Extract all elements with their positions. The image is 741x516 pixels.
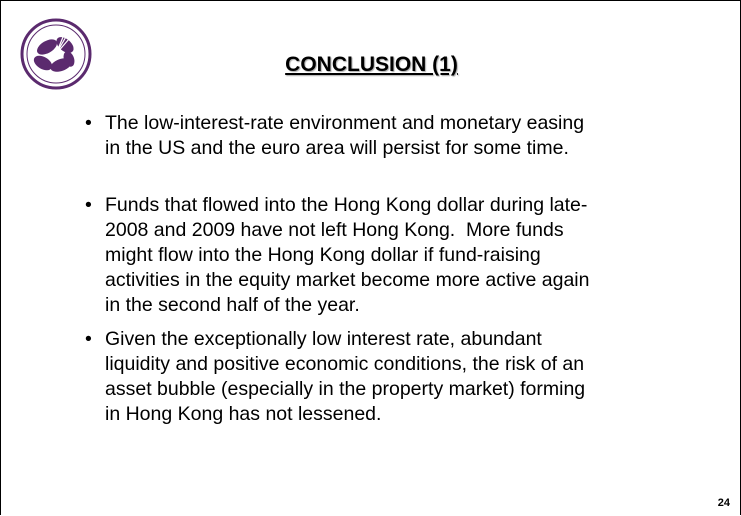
bullet-line: liquidity and positive economic conditio… bbox=[105, 353, 585, 375]
bullet-dot: • bbox=[85, 194, 92, 216]
bullet-line: in the second half of the year. bbox=[105, 294, 360, 316]
bullet-line: asset bubble (especially in the property… bbox=[105, 378, 586, 400]
bullet-line: in Hong Kong has not lessened. bbox=[105, 403, 382, 425]
bullet-line: in the US and the euro area will persist… bbox=[105, 137, 569, 159]
bullet-line: activities in the equity market become m… bbox=[105, 269, 590, 291]
logo bbox=[20, 18, 92, 90]
bullet: • The low-interest-rate environment and m… bbox=[85, 111, 584, 161]
bullet-line: The low-interest-rate environment and mo… bbox=[105, 112, 585, 134]
bullet-line: 2008 and 2009 have not left Hong Kong. M… bbox=[105, 219, 564, 241]
bullet-line: Given the exceptionally low interest rat… bbox=[105, 328, 542, 350]
bullet-dot: • bbox=[85, 328, 92, 350]
bullet: • Given the exceptionally low interest ra… bbox=[85, 327, 585, 427]
slide-title: CONCLUSION (1) bbox=[285, 53, 458, 76]
bullet: • Funds that flowed into the Hong Kong do… bbox=[85, 193, 589, 318]
bullet-dot: • bbox=[85, 112, 92, 134]
bullet-line: Funds that flowed into the Hong Kong dol… bbox=[105, 194, 588, 216]
page-number: 24 bbox=[717, 497, 730, 509]
bullet-line: might flow into the Hong Kong dollar if … bbox=[105, 244, 541, 266]
